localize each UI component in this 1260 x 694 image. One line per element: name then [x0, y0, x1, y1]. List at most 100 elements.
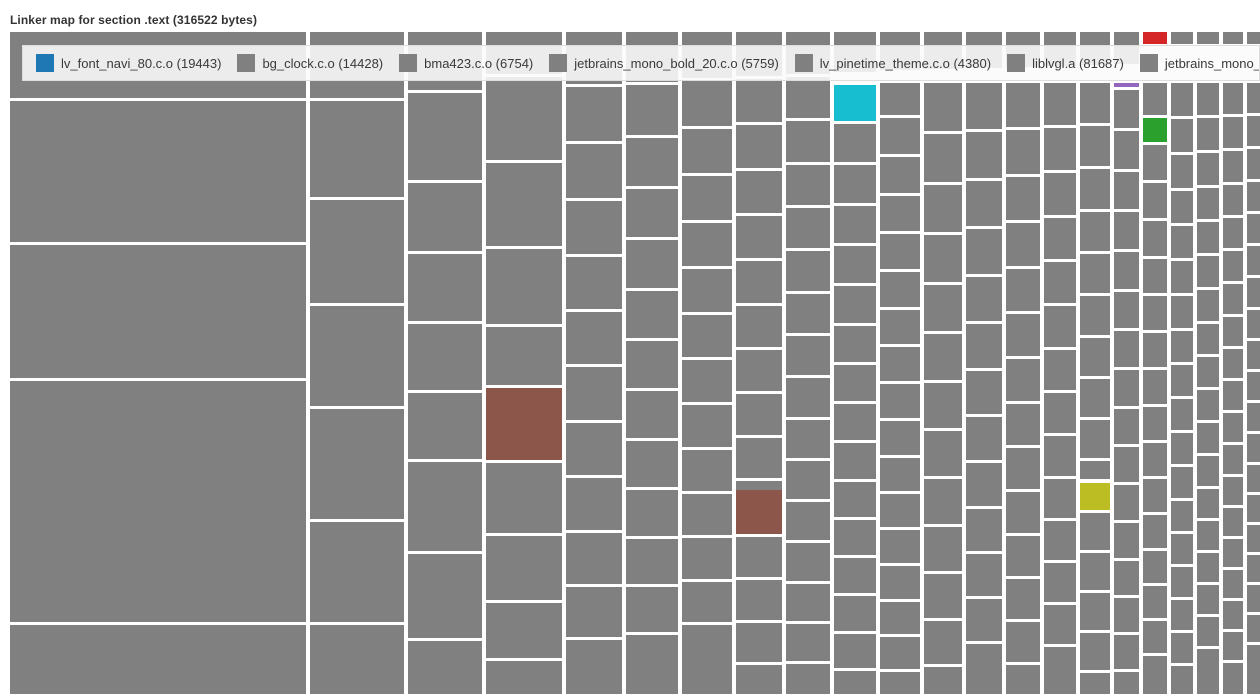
treemap-cell[interactable]: [1223, 508, 1243, 536]
treemap-cell[interactable]: [1114, 485, 1139, 520]
treemap-cell[interactable]: [834, 520, 876, 555]
treemap-cell[interactable]: [682, 405, 732, 447]
treemap-cell[interactable]: [1171, 331, 1193, 362]
legend-item[interactable]: jetbrains_mono_76.c.o (3321): [1133, 54, 1259, 72]
treemap-cell[interactable]: [1171, 226, 1193, 258]
treemap-cell[interactable]: [1171, 119, 1193, 152]
treemap-cell[interactable]: [966, 371, 1002, 414]
treemap-cell[interactable]: [1143, 515, 1167, 548]
treemap-cell[interactable]: [1080, 461, 1110, 479]
treemap-cell[interactable]: [1223, 349, 1243, 378]
treemap-cell[interactable]: [566, 423, 622, 475]
treemap-cell[interactable]: [408, 324, 482, 390]
treemap-cell[interactable]: [736, 216, 782, 258]
treemap-cell[interactable]: [1247, 32, 1260, 44]
treemap-cell[interactable]: [1114, 83, 1139, 87]
treemap-cell[interactable]: [1171, 399, 1193, 430]
treemap-cell[interactable]: [1080, 379, 1110, 417]
treemap-cell[interactable]: [1080, 483, 1110, 510]
treemap-cell[interactable]: [1114, 172, 1139, 209]
treemap-cell[interactable]: [408, 554, 482, 638]
treemap-cell[interactable]: [486, 603, 562, 658]
treemap-cell[interactable]: [924, 479, 962, 524]
treemap-cell[interactable]: [924, 667, 962, 694]
treemap-cell[interactable]: [1044, 521, 1076, 560]
treemap-cell[interactable]: [834, 596, 876, 631]
treemap-cell[interactable]: [1006, 622, 1040, 662]
legend-item[interactable]: bg_clock.c.o (14428): [230, 54, 383, 72]
treemap-cell[interactable]: [1114, 409, 1139, 444]
treemap-cell[interactable]: [1006, 223, 1040, 266]
treemap-cell[interactable]: [1080, 296, 1110, 335]
treemap-cell[interactable]: [966, 554, 1002, 596]
treemap-cell[interactable]: [966, 417, 1002, 460]
treemap-cell[interactable]: [1247, 615, 1260, 642]
treemap-cell[interactable]: [1114, 523, 1139, 558]
treemap-cell[interactable]: [786, 664, 830, 694]
treemap-cell[interactable]: [834, 124, 876, 162]
treemap-cell[interactable]: [310, 306, 404, 406]
treemap-cell[interactable]: [682, 582, 732, 622]
treemap-cell[interactable]: [786, 624, 830, 661]
treemap-cell[interactable]: [1247, 341, 1260, 369]
treemap-cell[interactable]: [1197, 222, 1219, 253]
treemap-cell[interactable]: [736, 438, 782, 478]
treemap-cell[interactable]: [1143, 183, 1167, 218]
treemap-cell[interactable]: [1171, 296, 1193, 328]
treemap-cell[interactable]: [566, 312, 622, 364]
treemap-cell[interactable]: [786, 251, 830, 291]
treemap-cell[interactable]: [1080, 633, 1110, 670]
treemap-cell[interactable]: [786, 294, 830, 333]
treemap-cell[interactable]: [834, 671, 876, 694]
treemap-cell[interactable]: [682, 223, 732, 266]
treemap-cell[interactable]: [1006, 404, 1040, 445]
legend-item[interactable]: liblvgl.a (81687): [1000, 54, 1124, 72]
treemap-cell[interactable]: [566, 87, 622, 141]
treemap-cell[interactable]: [880, 310, 920, 344]
treemap-cell[interactable]: [880, 196, 920, 231]
treemap-cell[interactable]: [924, 235, 962, 282]
treemap-cell[interactable]: [1044, 218, 1076, 259]
treemap-cell[interactable]: [1197, 521, 1219, 550]
treemap-cell[interactable]: [566, 201, 622, 254]
treemap-cell[interactable]: [1247, 434, 1260, 462]
treemap-cell[interactable]: [682, 315, 732, 357]
treemap-cell[interactable]: [1197, 83, 1219, 115]
treemap-cell[interactable]: [626, 138, 678, 186]
treemap-cell[interactable]: [1223, 185, 1243, 215]
treemap-cell[interactable]: [880, 83, 920, 115]
treemap-cell[interactable]: [966, 83, 1002, 129]
treemap-cell[interactable]: [1006, 130, 1040, 174]
treemap-cell[interactable]: [1044, 605, 1076, 644]
treemap-cell[interactable]: [1044, 563, 1076, 602]
treemap-cell[interactable]: [486, 463, 562, 533]
treemap-cell[interactable]: [1080, 212, 1110, 251]
treemap-cell[interactable]: [1080, 553, 1110, 590]
treemap-cell[interactable]: [736, 261, 782, 303]
treemap-cell[interactable]: [1143, 145, 1167, 180]
treemap-cell[interactable]: [1006, 314, 1040, 356]
treemap-cell[interactable]: [1143, 621, 1167, 653]
treemap-cell[interactable]: [310, 409, 404, 519]
treemap-cell[interactable]: [1080, 593, 1110, 630]
treemap-cell[interactable]: [1247, 310, 1260, 338]
treemap-cell[interactable]: [736, 580, 782, 620]
treemap-cell[interactable]: [1114, 635, 1139, 669]
treemap-cell[interactable]: [1171, 191, 1193, 223]
treemap-cell[interactable]: [1197, 489, 1219, 518]
treemap-cell[interactable]: [1171, 600, 1193, 630]
treemap-cell[interactable]: [1197, 585, 1219, 614]
treemap-cell[interactable]: [1171, 534, 1193, 564]
treemap-cell[interactable]: [1044, 306, 1076, 347]
treemap-cell[interactable]: [682, 269, 732, 312]
treemap-cell[interactable]: [1006, 448, 1040, 489]
treemap-cell[interactable]: [1080, 254, 1110, 293]
treemap-cell[interactable]: [1044, 262, 1076, 303]
treemap-cell[interactable]: [966, 509, 1002, 551]
treemap-cell[interactable]: [626, 189, 678, 237]
treemap-cell[interactable]: [1080, 513, 1110, 550]
treemap-cell[interactable]: [1247, 83, 1260, 113]
treemap-cell[interactable]: [1247, 116, 1260, 146]
treemap-cell[interactable]: [486, 249, 562, 324]
treemap-cell[interactable]: [1247, 182, 1260, 211]
